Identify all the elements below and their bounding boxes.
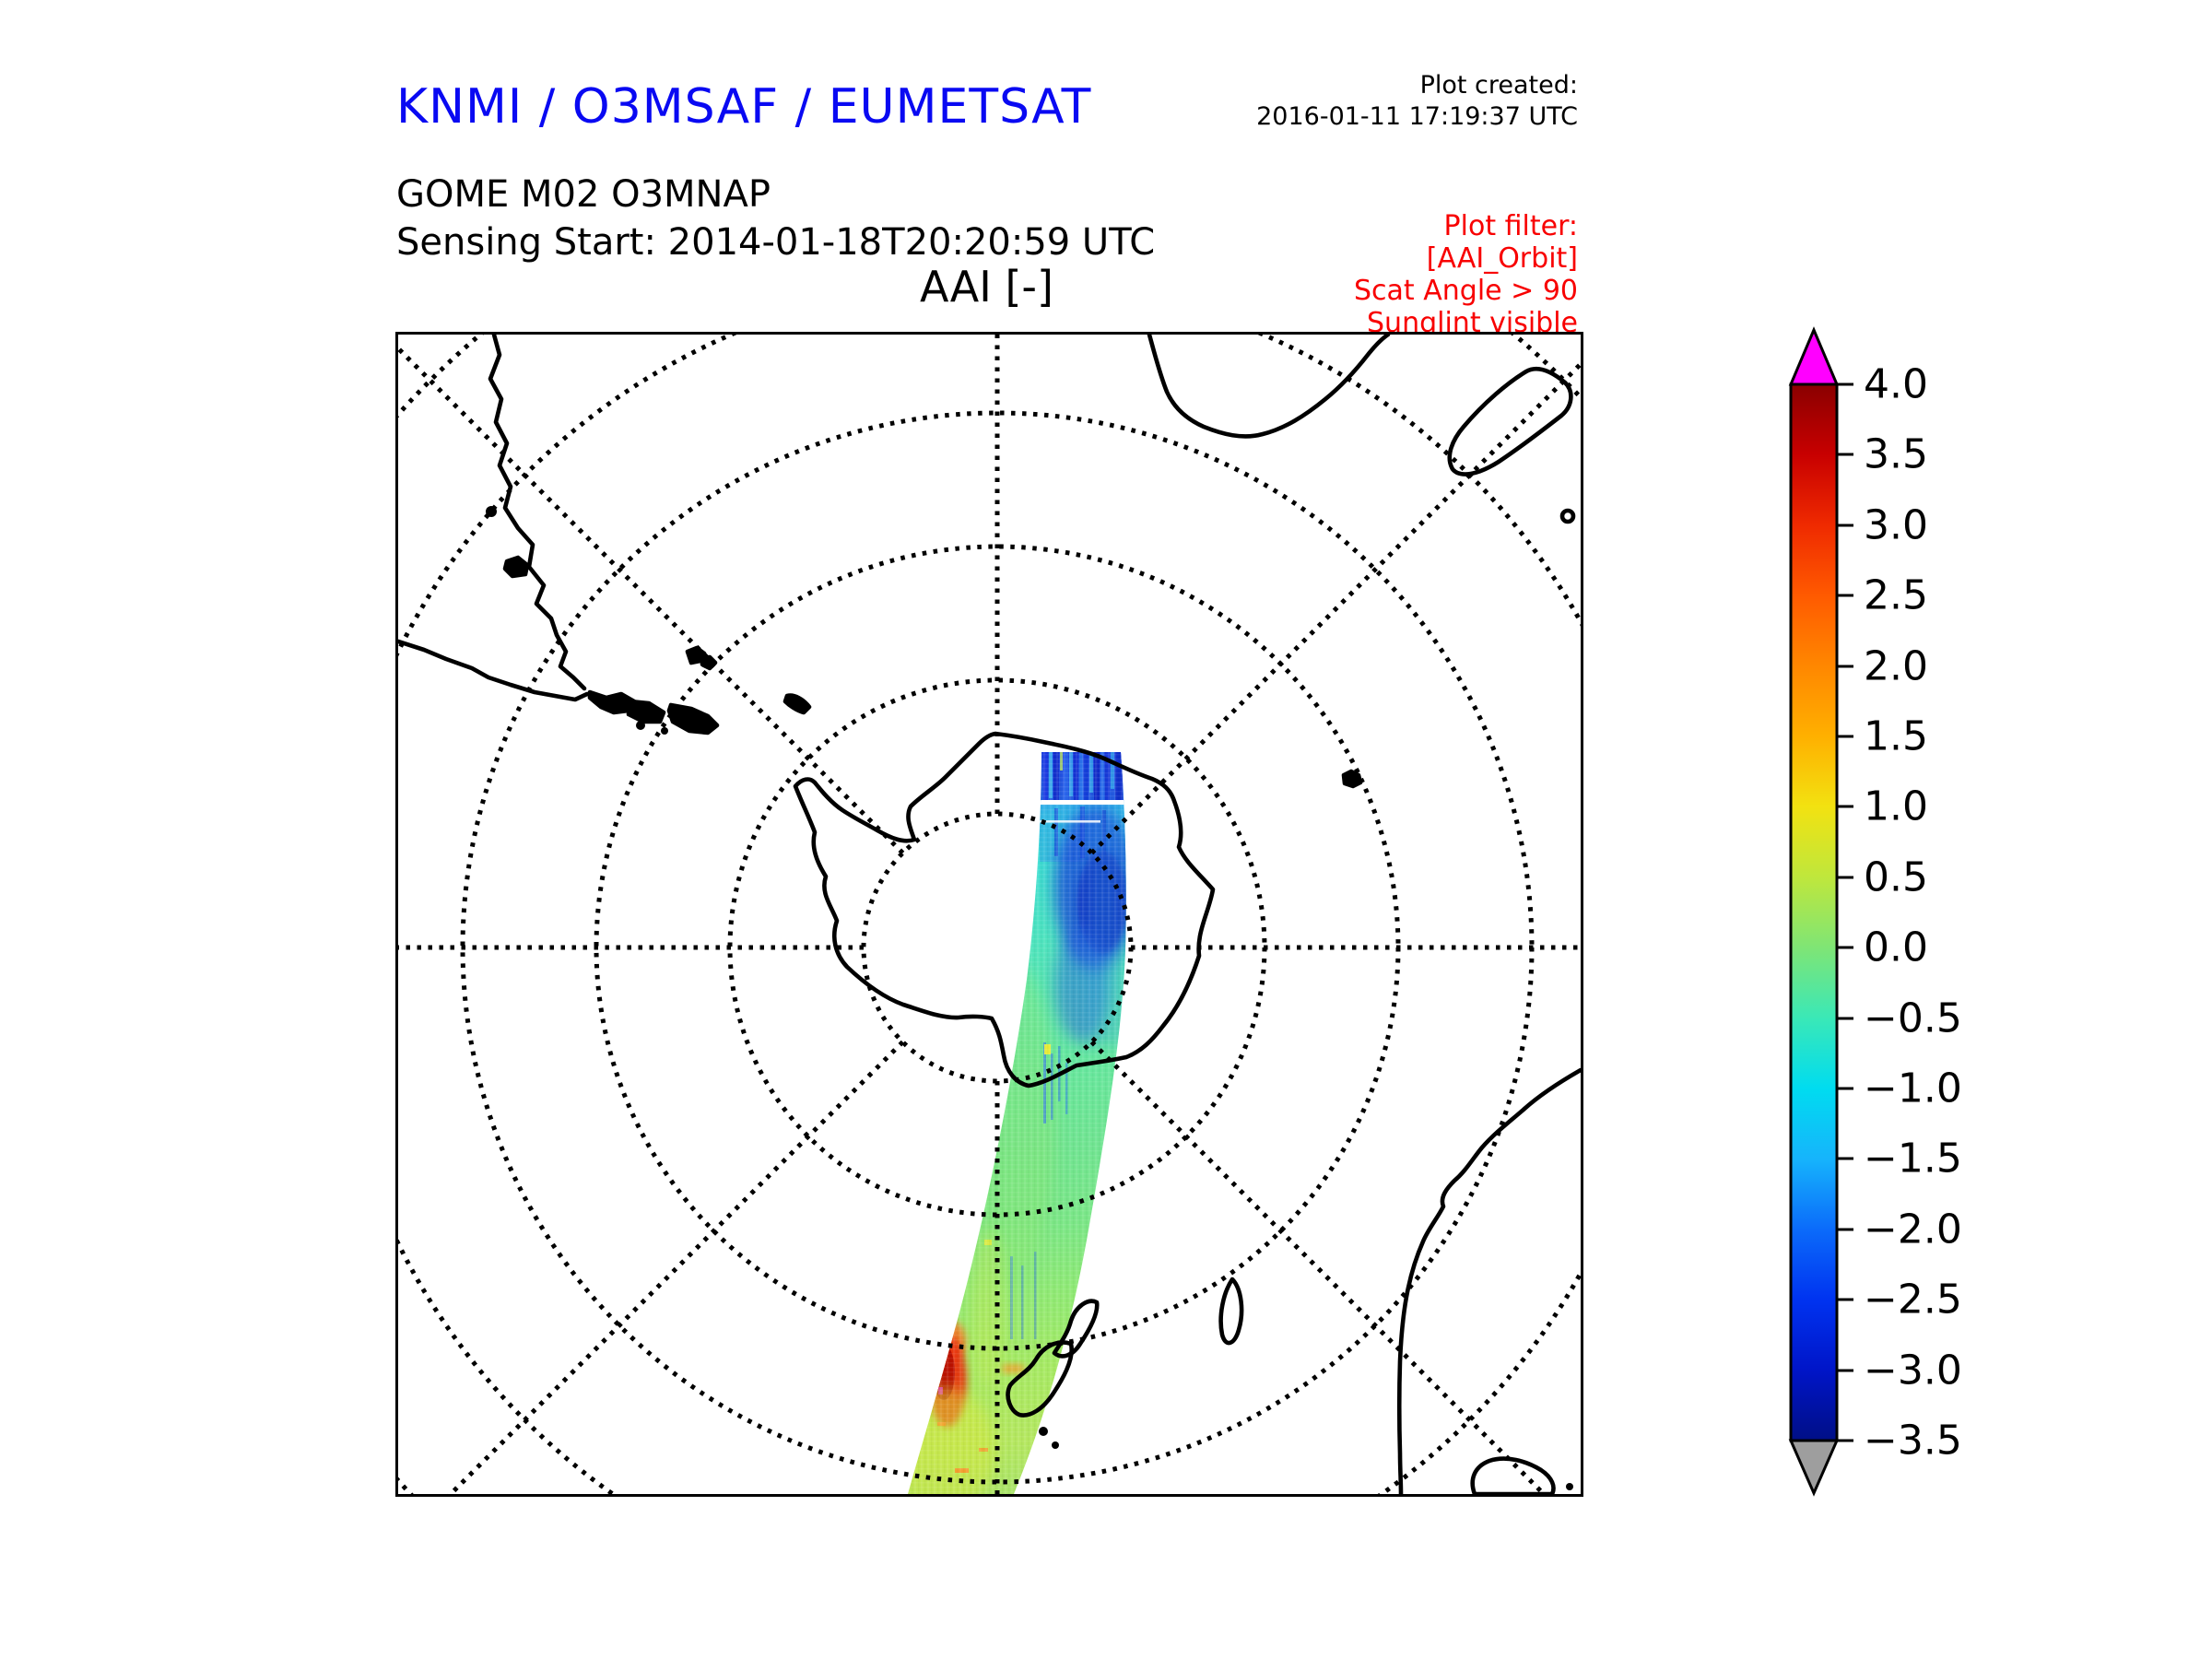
colorbar-tick-label: 3.5 bbox=[1864, 430, 1928, 478]
colorbar-tick-label: −1.0 bbox=[1864, 1065, 1962, 1112]
colorbar-tick-label: −2.0 bbox=[1864, 1206, 1962, 1253]
map-frame bbox=[395, 332, 1583, 1497]
coast-south-america bbox=[488, 335, 587, 691]
plot-created-block: Plot created: 2016-01-11 17:19:37 UTC bbox=[1256, 70, 1578, 133]
plot-filter-block: Plot filter: [AAI_Orbit] Scat Angle > 90… bbox=[1154, 210, 1578, 339]
colorbar-tick-label: 0.0 bbox=[1864, 924, 1928, 971]
colorbar-tick bbox=[1838, 1439, 1853, 1442]
coast-africa bbox=[1147, 335, 1391, 439]
swath-data-gap bbox=[1034, 800, 1126, 805]
filter-line: [AAI_Orbit] bbox=[1426, 242, 1578, 275]
colorbar-tick bbox=[1838, 1157, 1853, 1160]
colorbar-tick-label: −0.5 bbox=[1864, 994, 1962, 1042]
colorbar-tick bbox=[1838, 1017, 1853, 1020]
orbit-swath bbox=[908, 752, 1126, 1494]
colorbar-tick bbox=[1838, 1369, 1853, 1372]
colorbar-tick-label: −3.0 bbox=[1864, 1347, 1962, 1394]
colorbar-tick bbox=[1838, 382, 1853, 386]
colorbar-tick-label: −2.5 bbox=[1864, 1276, 1962, 1324]
colorbar-tick-label: 4.0 bbox=[1864, 360, 1928, 408]
colorbar-under-arrow bbox=[1788, 1439, 1840, 1497]
colorbar-tick bbox=[1838, 876, 1853, 879]
filter-line: Plot filter: bbox=[1443, 210, 1578, 242]
map-canvas bbox=[398, 335, 1581, 1494]
colorbar-gradient bbox=[1789, 382, 1839, 1442]
colorbar-over-arrow bbox=[1788, 326, 1840, 386]
colorbar-tick-label: −1.5 bbox=[1864, 1135, 1962, 1182]
colorbar-tick-label: 2.0 bbox=[1864, 642, 1928, 690]
coast-madagascar bbox=[1447, 366, 1573, 477]
colorbar-tick bbox=[1838, 805, 1853, 808]
colorbar-tick-label: 3.0 bbox=[1864, 501, 1928, 549]
colorbar-tick bbox=[1838, 1228, 1853, 1231]
colorbar-tick bbox=[1838, 735, 1853, 738]
colorbar-tick-label: 1.5 bbox=[1864, 712, 1928, 760]
graticule bbox=[398, 335, 1581, 1494]
colorbar-tick bbox=[1838, 453, 1853, 456]
colorbar-tick bbox=[1838, 594, 1853, 597]
sensing-start-line: Sensing Start: 2014-01-18T20:20:59 UTC bbox=[396, 221, 1156, 264]
page-title: KNMI / O3MSAF / EUMETSAT bbox=[396, 79, 1092, 135]
filter-line: Scat Angle > 90 bbox=[1354, 275, 1578, 307]
instrument-line: GOME M02 O3MNAP bbox=[396, 173, 771, 216]
colorbar-tick-label: 2.5 bbox=[1864, 571, 1928, 619]
colorbar-tick bbox=[1838, 1087, 1853, 1090]
colorbar-tick-label: −3.5 bbox=[1864, 1417, 1962, 1465]
coast-australia bbox=[1396, 1067, 1581, 1494]
plot-created-timestamp: 2016-01-11 17:19:37 UTC bbox=[1256, 102, 1578, 131]
coast-new-zealand bbox=[1052, 1299, 1100, 1359]
map-title: AAI [-] bbox=[920, 262, 1053, 312]
coastlines bbox=[398, 335, 1581, 1494]
colorbar-tick bbox=[1838, 946, 1853, 949]
colorbar bbox=[1788, 326, 1840, 1497]
colorbar-tick-label: 1.0 bbox=[1864, 782, 1928, 830]
colorbar-tick bbox=[1838, 1298, 1853, 1301]
plot-created-label: Plot created: bbox=[1419, 71, 1578, 100]
coast-antarctica bbox=[793, 731, 1216, 1088]
colorbar-tick bbox=[1838, 524, 1853, 527]
colorbar-tick-label: 0.5 bbox=[1864, 853, 1928, 901]
colorbar-tick bbox=[1838, 665, 1853, 668]
